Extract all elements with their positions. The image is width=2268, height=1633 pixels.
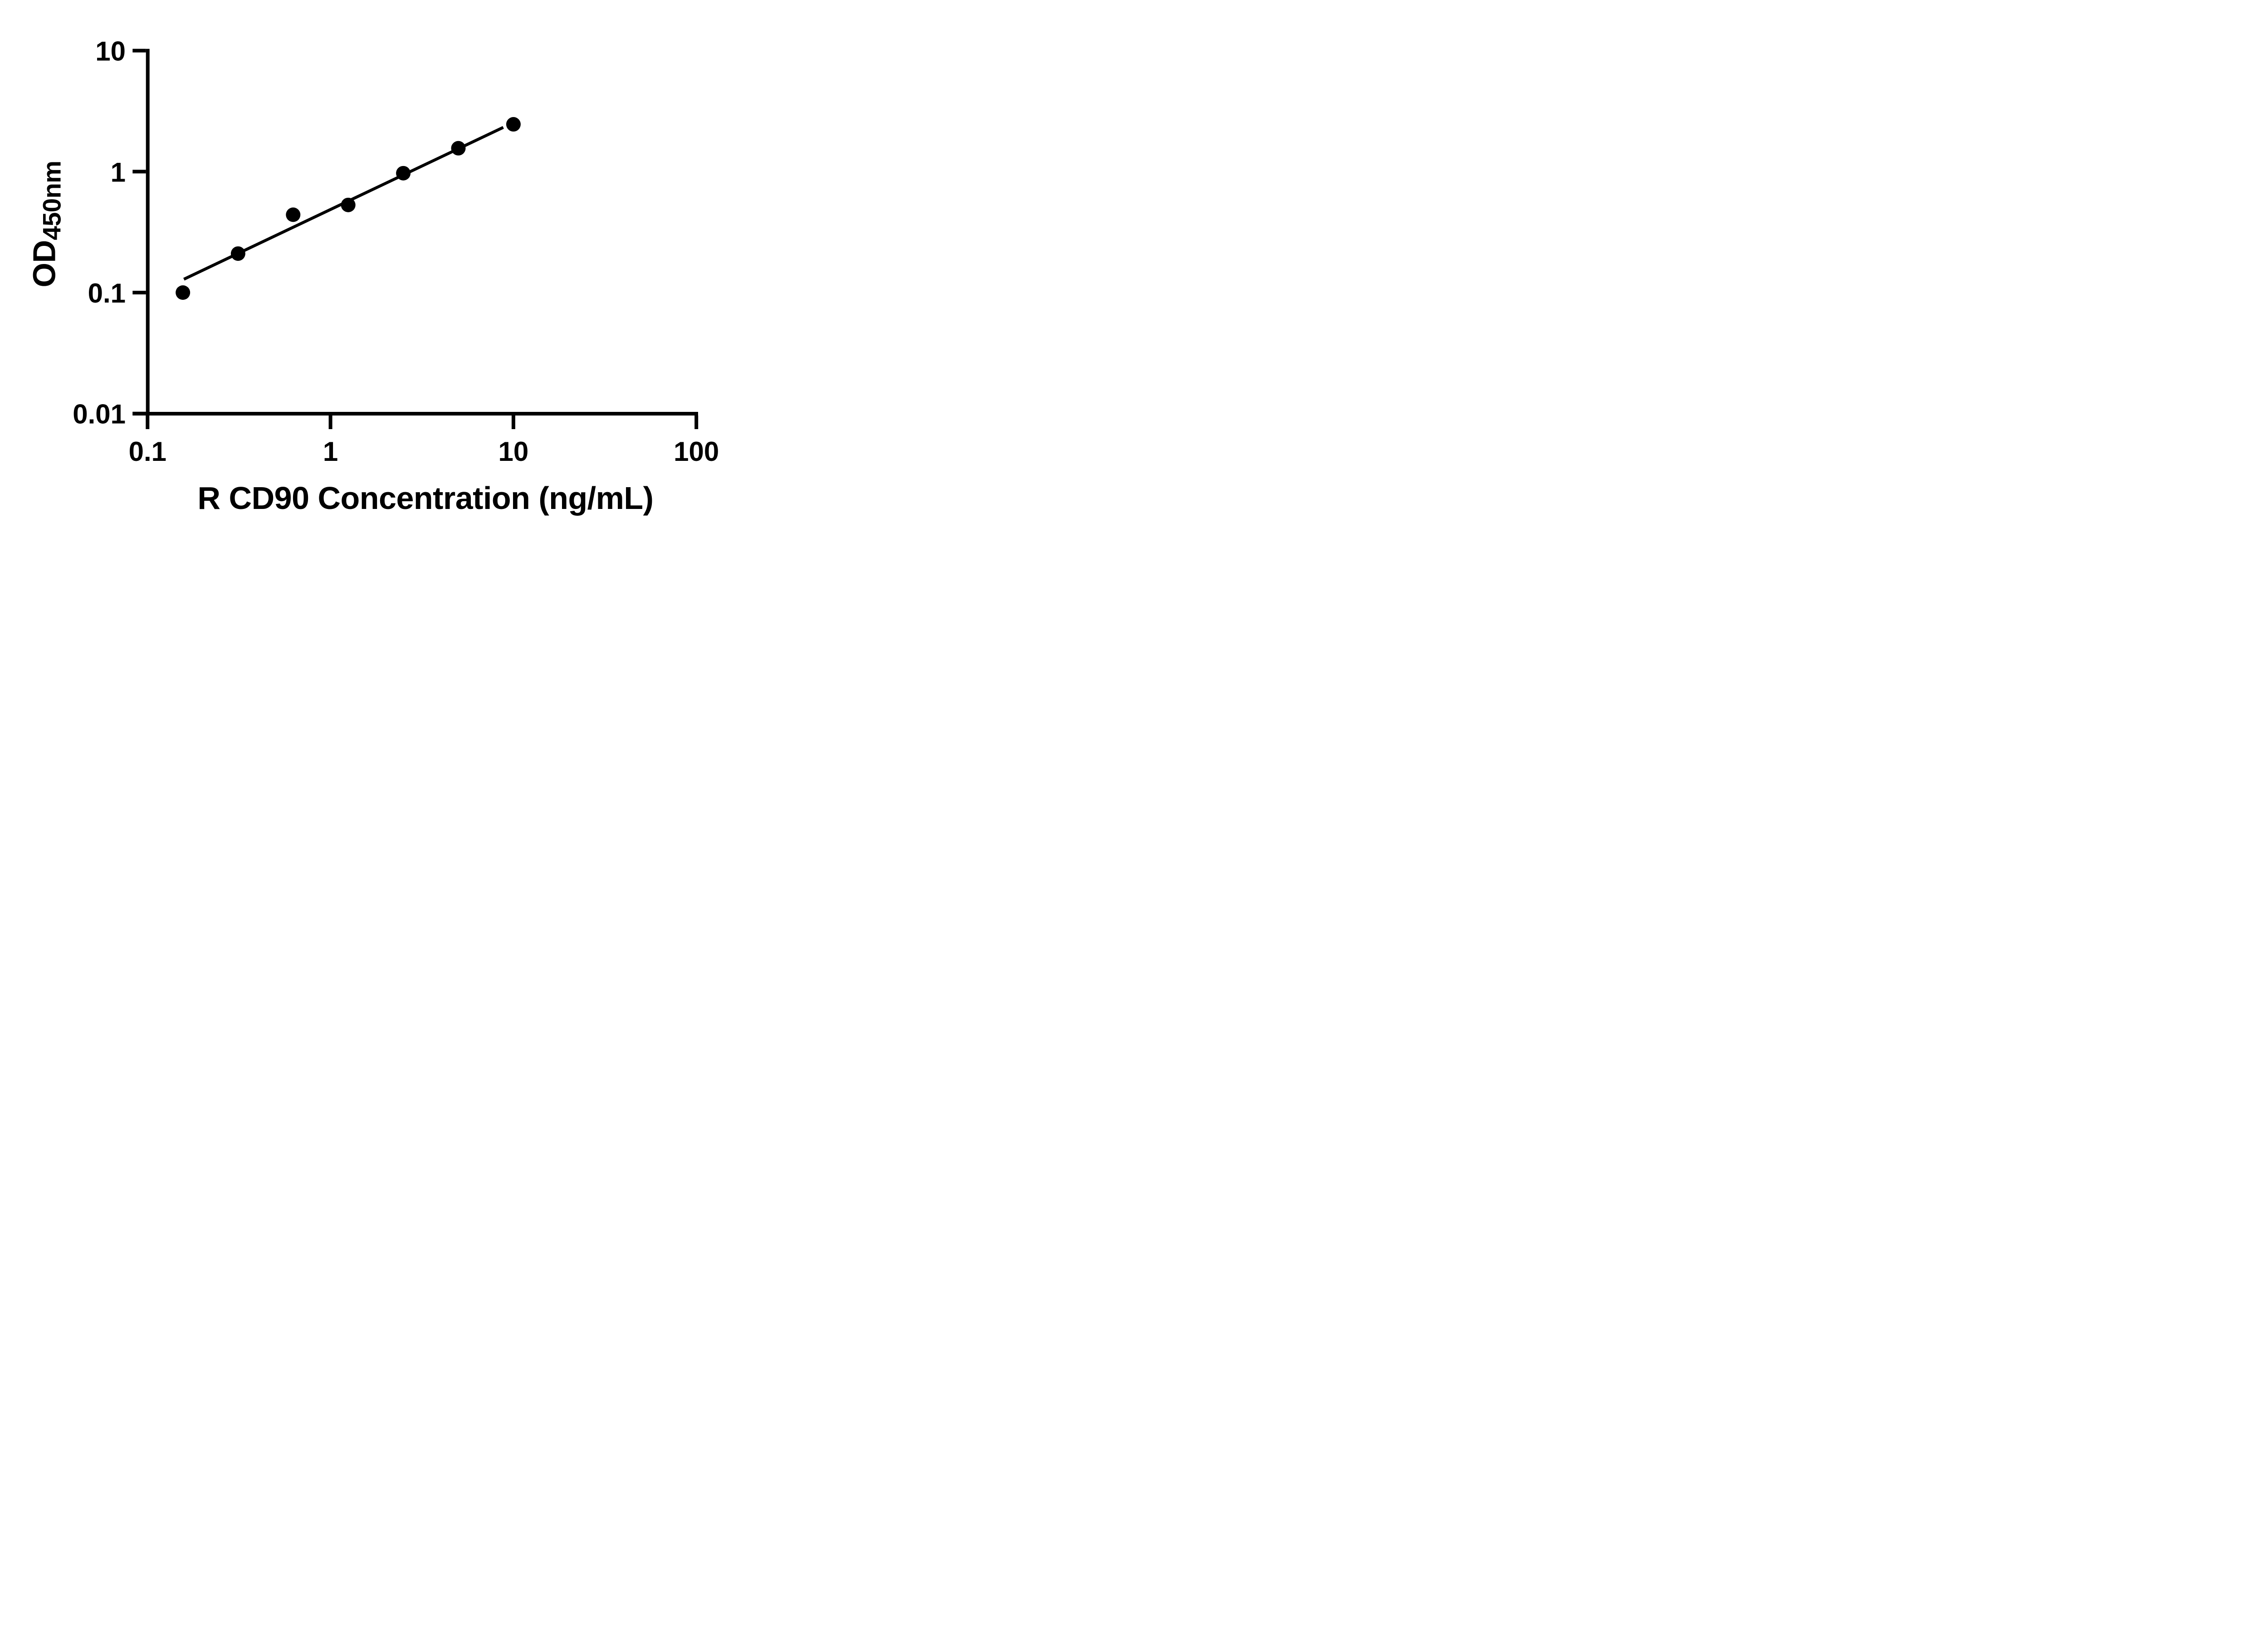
data-point-6 [451, 141, 466, 156]
x-tick-0.1 [146, 416, 150, 429]
x-tick-10 [511, 416, 515, 429]
x-tick-1 [328, 416, 332, 429]
y-tick-label-10: 10 [95, 36, 126, 67]
data-point-3 [286, 207, 301, 222]
y-tick-1 [132, 170, 146, 174]
x-tick-100 [694, 416, 699, 429]
data-point-5 [396, 166, 411, 181]
y-axis-title-subscript: 450nm [37, 161, 66, 240]
y-tick-10 [132, 49, 146, 53]
x-tick-label-1: 1 [323, 436, 338, 467]
x-axis-spine [132, 412, 698, 416]
data-point-2 [230, 246, 245, 261]
standard-curve-figure: 10 1 0.1 0.01 0.1 1 10 100 R CD90 Concentration… [0, 0, 776, 544]
y-axis-title: OD450nm [26, 161, 67, 288]
y-axis-title-base: OD [26, 240, 62, 288]
data-point-1 [176, 285, 191, 300]
y-axis-spine [146, 49, 150, 416]
data-point-4 [341, 197, 356, 212]
x-axis-title: R CD90 Concentration (ng/mL) [197, 480, 654, 516]
y-tick-label-0.01: 0.01 [73, 399, 126, 430]
x-tick-label-10: 10 [499, 436, 529, 467]
x-tick-label-100: 100 [674, 436, 719, 467]
y-tick-0.1 [132, 291, 146, 294]
y-tick-label-1: 1 [111, 157, 126, 187]
x-tick-label-0.1: 0.1 [129, 436, 166, 467]
y-tick-label-0.1: 0.1 [88, 278, 126, 308]
y-tick-0.01 [132, 411, 146, 416]
data-point-7 [506, 117, 521, 132]
